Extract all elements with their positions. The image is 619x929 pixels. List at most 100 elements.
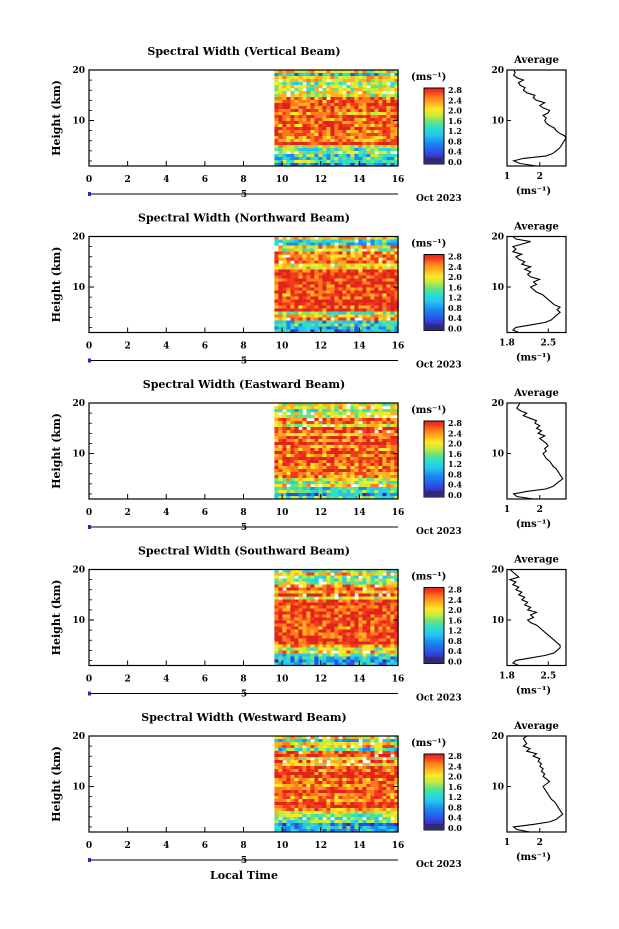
heatmap-cell — [314, 260, 319, 264]
heatmap-cell — [362, 296, 367, 300]
heatmap-cell — [282, 323, 287, 327]
heatmap-cell — [290, 793, 295, 797]
heatmap-cell — [378, 641, 383, 645]
heatmap-cell — [318, 145, 323, 149]
heatmap-cell — [286, 632, 291, 636]
heatmap-cell — [306, 109, 311, 113]
heatmap-cell — [322, 805, 327, 809]
heatmap-cell — [374, 493, 379, 497]
heatmap-cell — [330, 97, 335, 101]
heatmap-cell — [314, 796, 319, 800]
heatmap-cell — [390, 823, 395, 827]
heatmap-cell — [306, 647, 311, 651]
heatmap-cell — [370, 656, 375, 660]
heatmap-cell — [350, 109, 355, 113]
heatmap-cell — [326, 314, 331, 318]
heatmap-cell — [278, 263, 283, 267]
heatmap-cell — [294, 569, 299, 573]
heatmap-cell — [374, 127, 379, 131]
heatmap-cell — [346, 460, 351, 464]
heatmap-cell — [286, 427, 291, 431]
heatmap-cell — [302, 820, 307, 824]
heatmap-cell — [282, 142, 287, 146]
heatmap-cell — [326, 76, 331, 80]
heatmap-cell — [306, 248, 311, 252]
heatmap-cell — [314, 302, 319, 306]
heatmap-cell — [338, 575, 343, 579]
heatmap-cell — [298, 808, 303, 812]
heatmap-cell — [370, 817, 375, 821]
heatmap-cell — [294, 754, 299, 758]
heatmap-cell — [294, 593, 299, 597]
heatmap-cell — [346, 739, 351, 743]
heatmap-cell — [334, 472, 339, 476]
heatmap-cell — [318, 638, 323, 642]
heatmap-cell — [326, 623, 331, 627]
heatmap-cell — [298, 433, 303, 437]
heatmap-cell — [334, 460, 339, 464]
heatmap-cell — [390, 775, 395, 779]
heatmap-cell — [306, 433, 311, 437]
heatmap-cell — [326, 302, 331, 306]
heatmap-cell — [342, 632, 347, 636]
heatmap-cell — [274, 611, 279, 615]
heatmap-cell — [298, 778, 303, 782]
heatmap-cell — [318, 284, 323, 288]
heatmap-cell — [382, 823, 387, 827]
heatmap-cell — [318, 823, 323, 827]
heatmap-cell — [378, 433, 383, 437]
heatmap-cell — [342, 409, 347, 413]
heatmap-cell — [326, 248, 331, 252]
heatmap-cell — [286, 745, 291, 749]
heatmap-cell — [366, 139, 371, 143]
heatmap-cell — [290, 808, 295, 812]
heatmap-cell — [274, 445, 279, 449]
average-frame — [506, 235, 567, 334]
heatmap-cell — [394, 602, 399, 606]
heatmap-cell — [382, 112, 387, 116]
heatmap-cell — [318, 748, 323, 752]
heatmap-cell — [282, 814, 287, 818]
heatmap-cell — [354, 641, 359, 645]
heatmap-cell — [326, 617, 331, 621]
heatmap-cell — [286, 602, 291, 606]
heatmap-cell — [370, 296, 375, 300]
heatmap-cell — [382, 88, 387, 92]
heatmap-cell — [338, 442, 343, 446]
heatmap-cell — [282, 88, 287, 92]
heatmap-cell — [342, 320, 347, 324]
heatmap-cell — [346, 257, 351, 261]
heatmap-cell — [314, 451, 319, 455]
heatmap-cell — [322, 293, 327, 297]
heatmap-cell — [330, 626, 335, 630]
heatmap-cell — [294, 118, 299, 122]
heatmap-cell — [322, 109, 327, 113]
heatmap-cell — [390, 617, 395, 621]
heatmap-cell — [350, 602, 355, 606]
heatmap-cell — [286, 73, 291, 77]
heatmap-cell — [298, 629, 303, 633]
heatmap-cell — [306, 293, 311, 297]
heatmap-cell — [326, 578, 331, 582]
x-tick-label: 10 — [276, 175, 289, 185]
heatmap-cell — [282, 644, 287, 648]
heatmap-cell — [298, 787, 303, 791]
heatmap-cell — [382, 457, 387, 461]
heatmap-cell — [342, 275, 347, 279]
heatmap-cell — [330, 769, 335, 773]
heatmap-cell — [346, 266, 351, 270]
heatmap-cell — [350, 296, 355, 300]
colorbar-label: 0.4 — [448, 480, 462, 490]
heatmap-cell — [318, 109, 323, 113]
heatmap-cell — [338, 578, 343, 582]
heatmap-cell — [386, 409, 391, 413]
heatmap-cell — [354, 793, 359, 797]
heatmap-cell — [358, 757, 363, 761]
heatmap-cell — [290, 629, 295, 633]
heatmap-cell — [302, 76, 307, 80]
heatmap-cell — [342, 787, 347, 791]
heatmap-cell — [382, 775, 387, 779]
heatmap-cell — [370, 454, 375, 458]
heatmap-cell — [286, 814, 291, 818]
heatmap-cell — [382, 790, 387, 794]
